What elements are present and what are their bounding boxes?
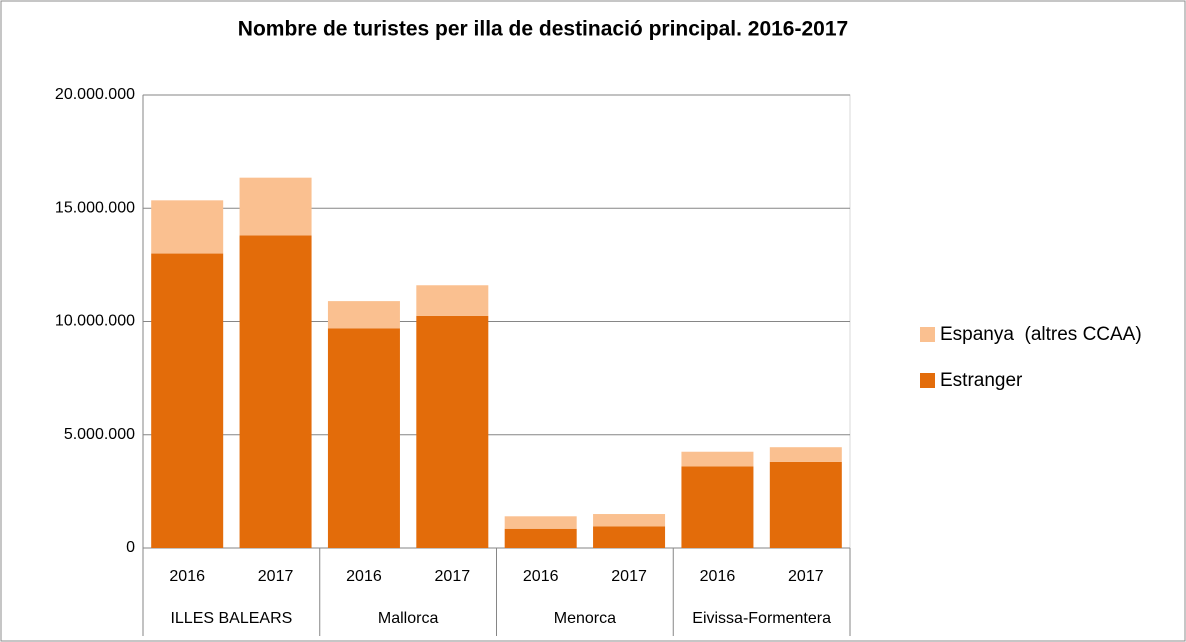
legend-swatch bbox=[920, 373, 935, 388]
bar-segment bbox=[416, 315, 489, 548]
group-label: Mallorca bbox=[378, 610, 439, 627]
x-tick-label: 2016 bbox=[346, 568, 382, 585]
y-tick-label: 5.000.000 bbox=[64, 426, 135, 443]
group-label: ILLES BALEARS bbox=[170, 610, 292, 627]
y-tick-label: 15.000.000 bbox=[55, 199, 135, 216]
x-tick-label: 2016 bbox=[169, 568, 205, 585]
bar-segment bbox=[593, 526, 666, 548]
x-tick-label: 2016 bbox=[700, 568, 736, 585]
bar-segment bbox=[239, 235, 312, 548]
bar-segment bbox=[327, 301, 400, 329]
x-tick-label: 2017 bbox=[258, 568, 294, 585]
bar-segment bbox=[504, 528, 577, 548]
bar-segment bbox=[416, 285, 489, 316]
bar-segment bbox=[769, 447, 842, 462]
bar-segment bbox=[151, 200, 224, 254]
bar-segment bbox=[681, 451, 754, 467]
chart-title: Nombre de turistes per illa de destinaci… bbox=[238, 18, 848, 41]
y-tick-label: 0 bbox=[126, 539, 135, 556]
x-tick-label: 2016 bbox=[523, 568, 559, 585]
bar-segment bbox=[769, 461, 842, 548]
bar-segment bbox=[239, 177, 312, 236]
bar-segment bbox=[504, 516, 577, 529]
bar-segment bbox=[327, 328, 400, 548]
bar-segment bbox=[681, 466, 754, 548]
legend-label: Espanya (altres CCAA) bbox=[940, 324, 1142, 345]
bar-segment bbox=[151, 253, 224, 549]
x-tick-label: 2017 bbox=[788, 568, 824, 585]
x-tick-label: 2017 bbox=[611, 568, 647, 585]
x-tick-label: 2017 bbox=[435, 568, 471, 585]
bar-segment bbox=[593, 514, 666, 527]
y-tick-label: 10.000.000 bbox=[55, 313, 135, 330]
group-label: Menorca bbox=[554, 610, 616, 627]
group-label: Eivissa-Formentera bbox=[692, 610, 831, 627]
legend-label: Estranger bbox=[940, 370, 1023, 391]
y-tick-label: 20.000.000 bbox=[55, 86, 135, 103]
legend-swatch bbox=[920, 327, 935, 342]
